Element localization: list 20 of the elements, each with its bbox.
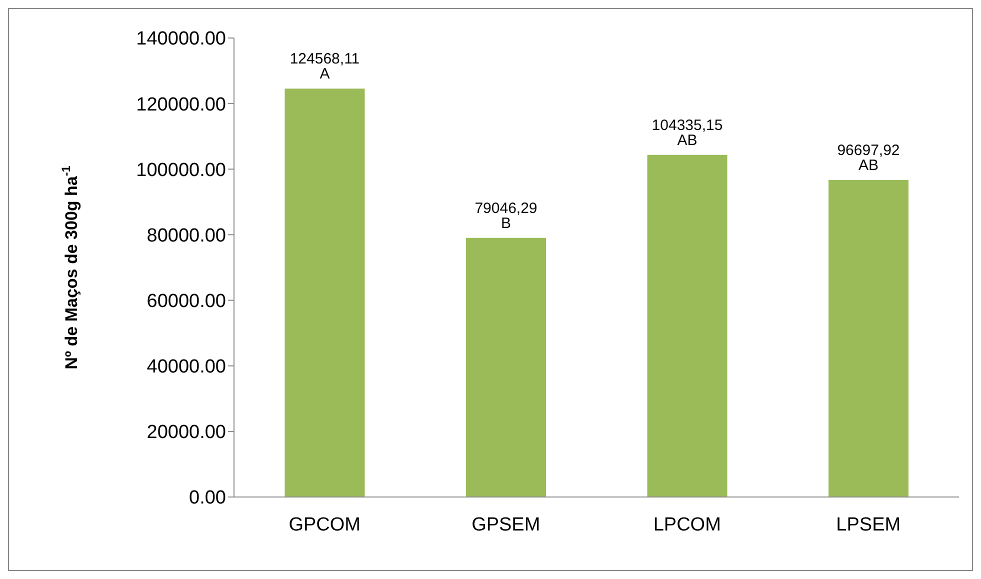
- x-tick-label: GPCOM: [288, 514, 361, 536]
- bar: [828, 180, 908, 497]
- y-tick-label: 0.00: [189, 488, 226, 509]
- y-tick-label: 20000.00: [146, 422, 226, 444]
- bar: [284, 88, 365, 497]
- y-tick-label: 40000.00: [146, 356, 226, 378]
- bar: [466, 238, 546, 497]
- data-label: 124568,11 A: [290, 50, 360, 83]
- y-tick-label: 120000.00: [136, 94, 226, 116]
- data-label: 104335,15 AB: [652, 116, 723, 149]
- x-tick-label: GPSEM: [472, 514, 540, 536]
- x-tick-label: LPSEM: [836, 514, 901, 536]
- y-tick-label: 140000.00: [136, 28, 226, 50]
- data-label: 79046,29 B: [474, 200, 538, 232]
- y-tick-label: 60000.00: [146, 291, 226, 312]
- data-label: 96697,92 AB: [837, 142, 900, 174]
- y-tick-label: 100000.00: [136, 160, 226, 181]
- y-tick-label: 80000.00: [146, 225, 226, 246]
- x-tick-label: LPCOM: [653, 514, 721, 536]
- bar: [647, 154, 728, 497]
